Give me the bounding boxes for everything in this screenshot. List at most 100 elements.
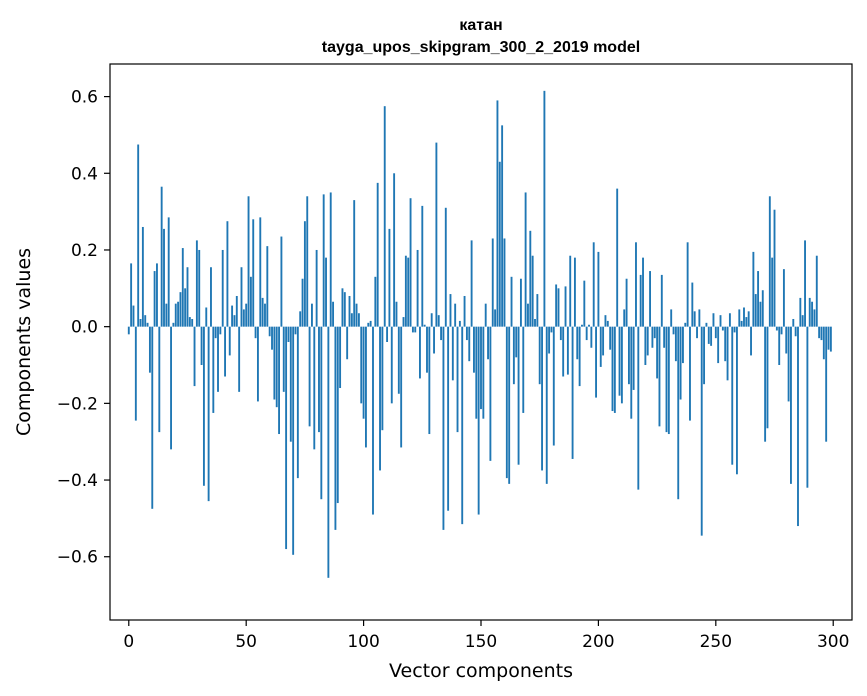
- y-axis-ticks: −0.6 −0.4 −0.2 0.0 0.2 0.4 0.6: [57, 88, 110, 568]
- bar-158: [498, 161, 501, 327]
- bar-50: [245, 303, 248, 327]
- bar-280: [785, 326, 788, 354]
- bar-184: [559, 326, 562, 341]
- bar-73: [299, 311, 302, 327]
- bar-258: [733, 326, 736, 333]
- bar-179: [548, 326, 551, 354]
- bar-143: [463, 295, 466, 327]
- bar-255: [726, 326, 729, 381]
- bar-47: [238, 326, 241, 392]
- bar-203: [604, 315, 607, 327]
- bar-176: [541, 326, 543, 471]
- bar-120: [409, 198, 412, 327]
- bar-208: [616, 188, 619, 327]
- bar-114: [395, 301, 398, 327]
- bar-169: [524, 192, 527, 327]
- y-tick-label: 0.6: [71, 88, 98, 108]
- bar-84: [325, 257, 327, 327]
- bar-123: [416, 249, 419, 327]
- bar-4: [137, 144, 140, 327]
- bar-99: [360, 326, 363, 404]
- bar-275: [773, 209, 776, 327]
- bar-229: [665, 326, 668, 433]
- chart-title: катан: [459, 17, 502, 34]
- bar-230: [667, 326, 670, 435]
- bar-67: [285, 326, 288, 550]
- bar-11: [153, 271, 156, 327]
- bar-242: [696, 326, 698, 339]
- bar-133: [440, 326, 443, 341]
- bar-166: [517, 326, 520, 465]
- bar-207: [613, 326, 616, 413]
- bar-22: [179, 292, 182, 327]
- bar-289: [806, 326, 809, 488]
- bar-164: [512, 326, 515, 385]
- bar-173: [534, 318, 536, 327]
- bar-252: [719, 315, 722, 327]
- bar-286: [799, 297, 802, 327]
- bar-10: [151, 326, 154, 509]
- bar-147: [473, 326, 475, 373]
- bar-64: [278, 326, 280, 435]
- bar-14: [160, 186, 163, 327]
- bar-248: [710, 326, 713, 346]
- bar-155: [491, 238, 494, 327]
- bar-39: [219, 326, 222, 335]
- bar-257: [731, 326, 734, 465]
- bar-189: [571, 326, 574, 459]
- x-tick-label: 50: [235, 632, 257, 652]
- bar-170: [527, 303, 529, 327]
- x-tick-label: 0: [123, 632, 134, 652]
- bar-254: [724, 326, 727, 362]
- bar-251: [717, 326, 720, 364]
- bar-140: [456, 326, 459, 433]
- bar-144: [465, 326, 468, 341]
- bar-18: [170, 326, 172, 450]
- bar-236: [682, 326, 684, 364]
- bar-5: [139, 318, 142, 327]
- bar-36: [212, 326, 215, 413]
- bar-201: [599, 326, 602, 367]
- bar-296: [822, 326, 825, 360]
- bar-3: [134, 326, 137, 421]
- bar-86: [329, 192, 332, 327]
- bar-290: [808, 297, 811, 327]
- bar-32: [202, 326, 205, 486]
- bar-279: [782, 269, 785, 327]
- bar-74: [301, 278, 304, 327]
- plot-frame: [109, 63, 853, 621]
- bar-21: [177, 301, 180, 327]
- x-tick-label: 100: [347, 632, 379, 652]
- bar-83: [322, 194, 325, 327]
- bar-127: [426, 326, 428, 373]
- bar-168: [522, 326, 525, 413]
- bar-295: [820, 326, 823, 341]
- bar-87: [332, 301, 335, 327]
- bar-80: [315, 249, 318, 327]
- bar-205: [609, 326, 612, 350]
- bar-111: [388, 228, 391, 327]
- bar-23: [181, 248, 184, 327]
- bar-259: [736, 326, 738, 475]
- bar-294: [818, 326, 821, 339]
- bar-97: [355, 303, 358, 327]
- bar-0: [127, 326, 130, 335]
- bar-271: [764, 326, 767, 442]
- bar-33: [205, 307, 208, 327]
- bar-90: [339, 326, 342, 389]
- bar-256: [728, 313, 731, 327]
- bar-195: [585, 326, 588, 341]
- bar-199: [595, 326, 597, 398]
- bar-115: [397, 326, 400, 394]
- bar-175: [538, 326, 541, 385]
- bar-268: [757, 271, 760, 327]
- bar-225: [656, 326, 659, 379]
- bar-6: [141, 226, 144, 327]
- bar-146: [470, 240, 473, 327]
- bar-95: [350, 313, 353, 327]
- bar-46: [235, 295, 238, 327]
- bar-55: [256, 326, 259, 402]
- bar-209: [618, 326, 621, 396]
- bar-206: [611, 326, 614, 412]
